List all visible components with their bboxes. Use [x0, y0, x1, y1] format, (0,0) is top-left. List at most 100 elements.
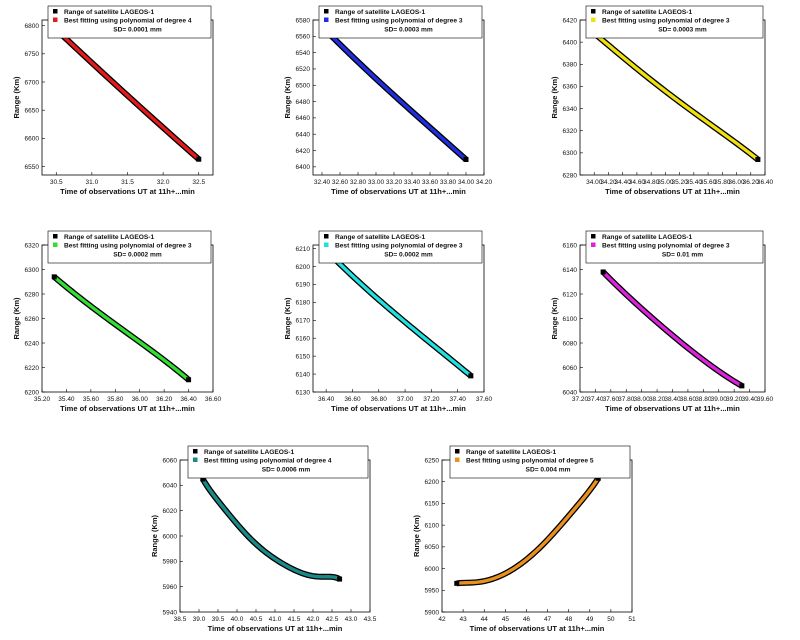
x-tick-label: 33.00 — [368, 179, 385, 186]
y-tick-label: 6380 — [563, 62, 578, 69]
legend-series-marker — [455, 449, 460, 454]
observation-series — [600, 269, 744, 389]
legend-fit-marker — [53, 242, 58, 247]
x-tick-label: 38.60 — [680, 396, 697, 403]
x-tick-label: 30.5 — [50, 179, 63, 186]
chart-panel-2: 32.40 32.60 32.80 33.00 33.20 33.40 33.60 33.80… — [283, 5, 493, 196]
legend-box — [318, 230, 483, 264]
x-tick-label: 36.00 — [728, 179, 745, 186]
y-tick-label: 6000 — [425, 566, 440, 573]
x-tick-label: 31.0 — [86, 179, 99, 186]
x-tick-label: 32.5 — [192, 179, 205, 186]
observation-series — [456, 476, 601, 587]
y-tick-label: 6300 — [563, 150, 578, 157]
legend-box — [187, 445, 369, 479]
fit-curve — [593, 31, 759, 161]
y-tick-label: 6480 — [296, 99, 311, 106]
x-tick-label: 51 — [628, 616, 636, 623]
y-tick-label: 6140 — [296, 371, 311, 378]
y-tick-label: 6100 — [563, 316, 578, 323]
legend-fit-label: Best fitting using polynomial of degree … — [204, 458, 332, 465]
x-tick-label: 37.40 — [450, 396, 467, 403]
x-tick-label: 38.00 — [634, 396, 651, 403]
x-tick-label: 36.40 — [318, 396, 335, 403]
y-tick-label: 6060 — [163, 457, 178, 464]
x-tick-label: 33.80 — [440, 179, 457, 186]
x-axis-label: Time of observations UT at 11h+...min — [60, 187, 195, 196]
legend-fit-label: Best fitting using polynomial of degree … — [64, 243, 192, 250]
y-tick-label: 6580 — [296, 17, 311, 24]
legend-box — [47, 5, 212, 39]
legend-series-label: Range of satellite LAGEOS-1 — [602, 234, 692, 241]
x-axis-label: Time of observations UT at 11h+...min — [60, 404, 195, 413]
legend-sd: SD= 0.0001 mm — [113, 27, 162, 34]
y-tick-label: 6260 — [25, 316, 40, 323]
legend-series-marker — [193, 449, 198, 454]
x-tick-label: 36.40 — [757, 179, 774, 186]
y-tick-label: 6020 — [163, 508, 178, 515]
y-tick-label: 6150 — [425, 501, 440, 508]
y-tick-label: 5940 — [163, 609, 178, 616]
y-tick-label: 6800 — [25, 23, 40, 30]
x-tick-label: 42.0 — [307, 616, 320, 623]
x-tick-label: 48 — [565, 616, 573, 623]
x-tick-label: 38.20 — [649, 396, 666, 403]
x-tick-label: 34.40 — [615, 179, 632, 186]
x-tick-label: 36.20 — [156, 396, 173, 403]
legend-box — [585, 230, 764, 264]
chart-panel-4: 35.20 35.40 35.60 35.80 36.00 36.20 36.40 36.60… — [12, 230, 222, 413]
y-tick-label: 6200 — [25, 389, 40, 396]
legend-series-label: Range of satellite LAGEOS-1 — [335, 9, 425, 16]
x-tick-label: 42.5 — [326, 616, 339, 623]
observation-point — [454, 580, 460, 586]
legend-sd: SD= 0.004 mm — [526, 467, 571, 474]
x-tick-label: 32.40 — [314, 179, 331, 186]
y-tick-label: 6160 — [563, 242, 578, 249]
x-tick-label: 37.60 — [603, 396, 620, 403]
legend-series-marker — [324, 9, 329, 14]
x-tick-label: 35.40 — [686, 179, 703, 186]
chart-panel-6: 37.20 37.40 37.60 37.80 38.00 38.20 38.40 38.60… — [550, 230, 774, 413]
x-tick-label: 40.0 — [231, 616, 244, 623]
observation-point — [600, 269, 606, 275]
x-tick-label: 49 — [586, 616, 594, 623]
observation-point — [739, 383, 745, 389]
fit-curve — [324, 249, 472, 378]
legend-fit-marker — [53, 17, 58, 22]
chart-panel-1: 30.5 31.0 31.5 32.0 32.5 6550 6600 6650 6700 6750… — [12, 5, 214, 196]
x-tick-label: 35.80 — [714, 179, 731, 186]
y-tick-label: 6600 — [25, 136, 40, 143]
x-tick-label: 37.20 — [572, 396, 589, 403]
y-axis-label: Range (Km) — [550, 297, 559, 340]
legend-series-label: Range of satellite LAGEOS-1 — [335, 234, 425, 241]
x-tick-label: 36.00 — [132, 396, 149, 403]
x-tick-label: 35.80 — [107, 396, 124, 403]
chart-panel-3: 34.0034.2034.4034.6034.8035.0035.2035.40… — [550, 5, 774, 196]
y-tick-label: 6750 — [25, 51, 40, 58]
legend-series-marker — [591, 9, 596, 14]
y-tick-label: 6120 — [563, 291, 578, 298]
y-tick-label: 6440 — [296, 132, 311, 139]
y-tick-label: 6170 — [296, 318, 311, 325]
y-tick-label: 6050 — [425, 544, 440, 551]
x-tick-label: 39.60 — [757, 396, 774, 403]
legend-fit-label: Best fitting using polynomial of degree … — [335, 18, 463, 25]
y-tick-label: 6500 — [296, 83, 311, 90]
y-tick-label: 6280 — [563, 172, 578, 179]
legend-box — [318, 5, 483, 39]
x-tick-label: 50 — [607, 616, 615, 623]
y-tick-label: 6040 — [563, 389, 578, 396]
x-tick-label: 35.60 — [83, 396, 100, 403]
x-tick-label: 42 — [438, 616, 446, 623]
legend-series-label: Range of satellite LAGEOS-1 — [64, 234, 154, 241]
observation-point — [337, 576, 343, 582]
observation-point — [186, 377, 192, 383]
x-tick-label: 36.60 — [205, 396, 222, 403]
x-tick-label: 34.00 — [586, 179, 603, 186]
y-tick-label: 6150 — [296, 353, 311, 360]
y-tick-label: 6550 — [25, 164, 40, 171]
y-tick-label: 5950 — [425, 588, 440, 595]
y-tick-label: 6040 — [163, 483, 178, 490]
x-tick-label: 36.40 — [180, 396, 197, 403]
x-tick-label: 38.40 — [664, 396, 681, 403]
